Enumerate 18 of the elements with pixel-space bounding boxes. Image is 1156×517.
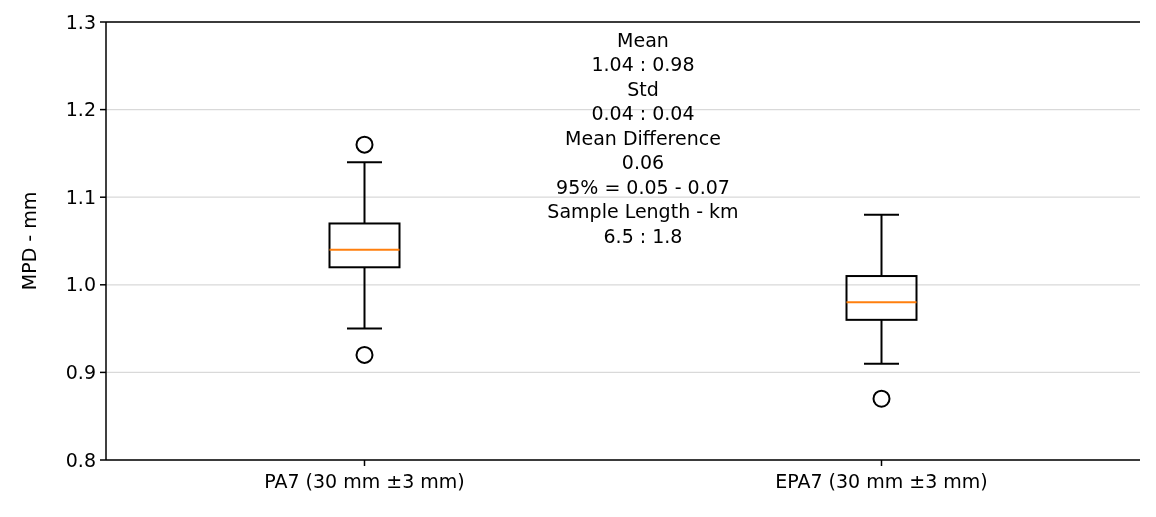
x-tick-label: EPA7 (30 mm ±3 mm): [775, 470, 988, 492]
annotation: Mean: [617, 28, 669, 51]
y-tick-label: 0.8: [65, 448, 96, 471]
y-tick-label: 1.1: [65, 185, 96, 208]
annotation: Mean Difference: [565, 126, 721, 149]
annotation: 0.04 : 0.04: [591, 102, 695, 125]
x-tick-label: PA7 (30 mm ±3 mm): [264, 470, 465, 492]
y-tick-label: 1.0: [65, 273, 96, 296]
annotation: 0.06: [621, 151, 665, 174]
annotation: 6.5 : 1.8: [603, 224, 683, 247]
annotation: Sample Length - km: [547, 200, 739, 223]
y-tick-label: 1.2: [65, 98, 96, 121]
y-tick-label: 0.9: [65, 361, 96, 384]
annotation: 95% = 0.05 - 0.07: [556, 175, 730, 198]
y-axis-title: MPD - mm: [18, 191, 40, 291]
y-tick-label: 1.3: [65, 10, 96, 33]
annotation: 1.04 : 0.98: [591, 53, 695, 76]
annotation: Std: [627, 77, 659, 100]
